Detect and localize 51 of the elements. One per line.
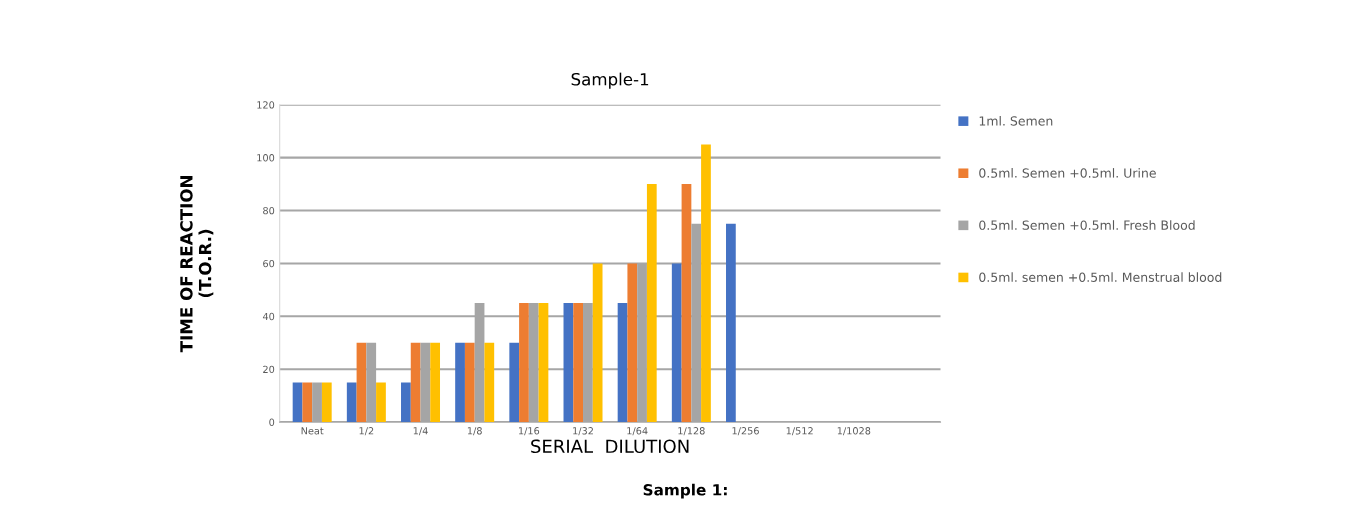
bar bbox=[302, 382, 313, 423]
bar bbox=[455, 342, 465, 423]
x-tick-label: 1/2 bbox=[359, 427, 374, 436]
x-tick-label: 1/32 bbox=[573, 427, 593, 436]
bar bbox=[563, 303, 574, 423]
chart-title: Sample-1 bbox=[571, 72, 649, 89]
legend-label: 0.5ml. Semen +0.5ml. Urine bbox=[979, 168, 1156, 178]
bar bbox=[646, 184, 657, 423]
x-tick-label: 1/256 bbox=[732, 427, 759, 436]
y-tick-label: 60 bbox=[263, 259, 275, 268]
legend-label: 0.5ml. Semen +0.5ml. Fresh Blood bbox=[979, 220, 1195, 230]
bar bbox=[573, 303, 584, 423]
text: Sample 1: bbox=[643, 483, 727, 499]
bar bbox=[726, 223, 736, 423]
y-tick-label: 20 bbox=[263, 365, 275, 374]
x-tick-label: 1/512 bbox=[786, 427, 813, 436]
y-tick-label: 40 bbox=[262, 312, 275, 321]
y-tick-label: 0 bbox=[269, 418, 275, 426]
bar bbox=[292, 382, 303, 423]
x-tick-label: 1/64 bbox=[627, 427, 648, 436]
bar bbox=[617, 303, 628, 423]
bar bbox=[484, 342, 495, 423]
bar bbox=[627, 263, 638, 423]
x-tick-label: 1/128 bbox=[678, 427, 705, 436]
bar bbox=[376, 382, 386, 423]
x-tick-label: 1/4 bbox=[413, 427, 428, 436]
bar bbox=[430, 342, 441, 423]
x-tick-label: Neat bbox=[301, 427, 324, 435]
legend-label: 1ml. Semen bbox=[979, 116, 1053, 126]
bar bbox=[321, 382, 332, 423]
bar bbox=[681, 184, 692, 423]
bar bbox=[592, 263, 603, 423]
bar bbox=[346, 382, 357, 423]
bar bbox=[410, 342, 421, 423]
bar bbox=[401, 382, 411, 423]
bar bbox=[701, 144, 711, 423]
bar bbox=[538, 303, 549, 423]
x-tick-label: 1/16 bbox=[519, 427, 540, 436]
y-tick-label: 80 bbox=[263, 207, 275, 215]
x-tick-label: 1/1028 bbox=[837, 427, 871, 436]
bar bbox=[671, 263, 682, 423]
y-tick-label: 100 bbox=[257, 154, 275, 162]
bar bbox=[519, 303, 529, 423]
bar bbox=[356, 342, 367, 423]
bar bbox=[464, 342, 475, 423]
legend-label: 0.5ml. semen +0.5ml. Menstrual blood bbox=[979, 272, 1222, 282]
y-axis-title: TIME OF REACTION (T.O.R.) bbox=[180, 176, 214, 353]
x-tick-label: 1/8 bbox=[467, 427, 482, 436]
bar bbox=[509, 342, 520, 423]
y-tick-label: 120 bbox=[257, 101, 275, 109]
x-axis-title: SERIAL DILUTION bbox=[531, 439, 689, 454]
